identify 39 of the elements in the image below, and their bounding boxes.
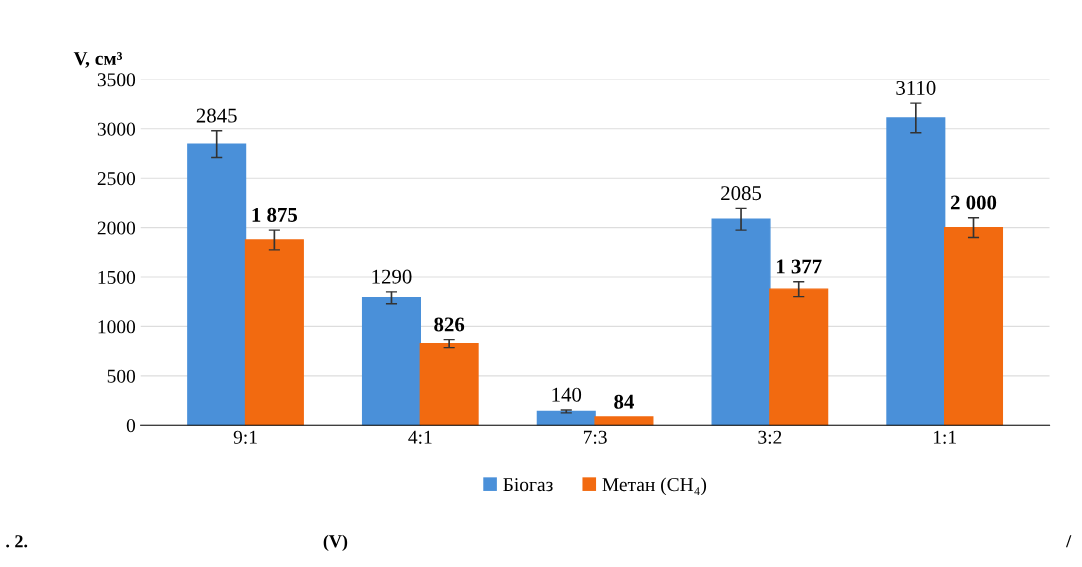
- data-label: 3110: [896, 80, 936, 95]
- data-label: 2845: [196, 108, 237, 123]
- data-label: 2085: [721, 186, 762, 201]
- bar: [187, 143, 247, 426]
- data-label: 140: [552, 387, 582, 402]
- data-label: 826: [434, 317, 465, 332]
- y-tick-label: 2500: [97, 172, 136, 186]
- bar: [536, 410, 596, 426]
- data-label: 84: [614, 394, 634, 409]
- bar: [244, 239, 304, 426]
- y-tick-label: 3000: [97, 122, 136, 136]
- y-tick-label: 3500: [97, 73, 136, 87]
- bar: [943, 226, 1004, 426]
- x-tick-label: 1:1: [933, 430, 956, 444]
- x-tick-label: 7:3: [583, 430, 607, 444]
- x-tick-label: 4:1: [408, 430, 432, 444]
- data-label: 1 875: [252, 207, 298, 222]
- y-tick-label: 0: [126, 419, 136, 433]
- text: /: [1065, 535, 1072, 548]
- text: (V): [323, 534, 348, 551]
- x-tick-label: 9:1: [233, 430, 257, 444]
- text: . 2.: [6, 535, 28, 548]
- bar: [361, 297, 422, 426]
- bar: [711, 218, 771, 426]
- bar: [419, 342, 479, 426]
- legend-label: Біогаз: [503, 478, 553, 492]
- data-label: 2 000: [950, 195, 997, 210]
- x-tick-label: 3:2: [758, 430, 782, 444]
- y-tick-label: 1000: [98, 320, 136, 334]
- bar: [769, 288, 829, 426]
- y-tick-label: 500: [107, 369, 136, 383]
- bar: [594, 416, 654, 426]
- y-tick-label: 2000: [97, 221, 136, 235]
- legend-label: Метан (CH₄): [602, 477, 707, 496]
- data-label: 1290: [372, 269, 412, 284]
- y-tick-label: 1500: [98, 270, 136, 284]
- y-axis-title: V, см³: [73, 52, 123, 68]
- bar: [886, 117, 946, 426]
- data-label: 1 377: [776, 259, 822, 274]
